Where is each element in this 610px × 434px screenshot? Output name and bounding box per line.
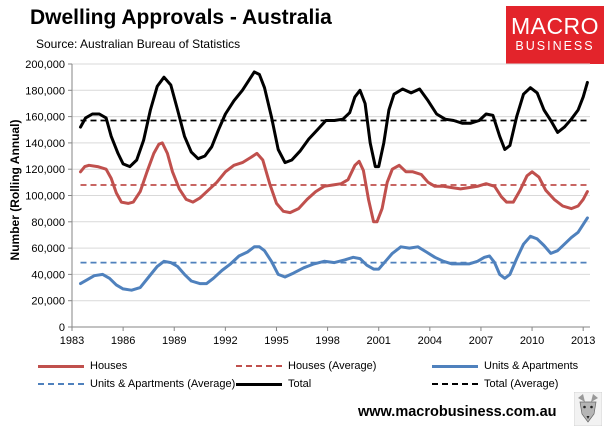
x-tick-label: 1989: [162, 335, 186, 347]
legend-item: Units & Apartments: [432, 360, 578, 372]
legend-swatch: [236, 382, 282, 386]
x-tick-label: 1983: [60, 335, 84, 347]
macrobusiness-logo: MACRO BUSINESS: [506, 6, 604, 64]
y-tick-label: 0: [59, 322, 65, 334]
legend-label: Units & Apartments: [484, 360, 579, 372]
footer-url: www.macrobusiness.com.au: [358, 404, 557, 420]
legend-item: Total (Average): [432, 378, 558, 390]
legend-swatch: [38, 364, 84, 368]
legend-label: Total (Average): [484, 378, 559, 390]
x-tick-label: 2001: [366, 335, 390, 347]
legend-swatch: [432, 364, 478, 368]
legend-item: Houses (Average): [236, 360, 376, 372]
legend-swatch: [38, 383, 84, 385]
legend-item: Total: [236, 378, 311, 390]
x-tick-label: 2013: [571, 335, 595, 347]
legend-label: Units & Apartments (Average): [90, 378, 236, 390]
y-tick-label: 200,000: [25, 59, 65, 71]
x-tick-label: 2007: [469, 335, 493, 347]
y-tick-label: 120,000: [25, 164, 65, 176]
legend-label: Total: [288, 378, 312, 390]
y-tick-label: 140,000: [25, 138, 65, 150]
x-tick-label: 1992: [213, 335, 237, 347]
legend-label: Houses: [90, 360, 128, 372]
axes: [68, 63, 590, 331]
x-tick-label: 2004: [418, 335, 442, 347]
y-tick-label: 100,000: [25, 191, 65, 203]
legend-label: Houses (Average): [288, 360, 377, 372]
legend-item: Houses: [38, 360, 127, 372]
y-tick-label: 20,000: [31, 296, 65, 308]
x-tick-label: 2010: [520, 335, 544, 347]
legend-swatch: [236, 365, 282, 367]
chart-title: Dwelling Approvals - Australia: [30, 6, 332, 29]
x-tick-label: 1986: [111, 335, 135, 347]
chart-source: Source: Australian Bureau of Statistics: [36, 37, 241, 51]
legend-swatch: [432, 383, 478, 385]
legend-item: Units & Apartments (Average): [38, 378, 235, 390]
y-tick-label: 60,000: [31, 243, 65, 255]
y-tick-label: 180,000: [25, 85, 65, 97]
series-line-houses: [79, 141, 589, 224]
x-tick-label: 1995: [264, 335, 288, 347]
series-line-total: [79, 70, 589, 169]
fox-mascot-icon: [574, 392, 602, 426]
series-lines: [79, 70, 589, 292]
tick-labels: 0 20,000 40,000 60,000 80,000 100,000 120,000 1…: [25, 59, 595, 347]
logo-line-2: BUSINESS: [515, 39, 595, 53]
logo-line-1: MACRO: [510, 13, 600, 39]
series-line-units-apartments: [79, 216, 589, 292]
x-tick-label: 1998: [315, 335, 339, 347]
y-tick-label: 40,000: [31, 269, 65, 281]
y-axis-label: Number (Rolling Annual): [8, 120, 22, 261]
gridlines: [72, 63, 590, 302]
y-tick-label: 160,000: [25, 112, 65, 124]
y-tick-label: 80,000: [31, 217, 65, 229]
